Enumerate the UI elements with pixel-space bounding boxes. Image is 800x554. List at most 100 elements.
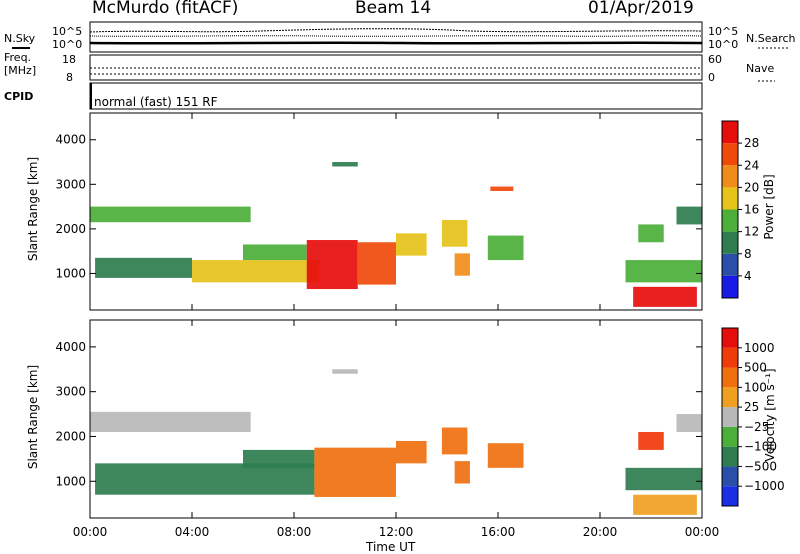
nsky-tick-low: 10^0 — [52, 38, 83, 51]
power-colorbar-tick-4: 20 — [744, 180, 759, 194]
power-region-12 — [625, 260, 702, 283]
power-ytick-label-0: 1000 — [55, 266, 86, 280]
velocity-colorbar — [721, 327, 739, 507]
velocity-colorbar-cell-1 — [722, 466, 738, 487]
freq-tick-low: 8 — [66, 71, 73, 84]
power-region-9 — [487, 235, 524, 261]
velocity-region-12 — [638, 431, 664, 450]
cpid-label: CPID — [4, 90, 34, 103]
power-ytick-label-2: 3000 — [55, 177, 86, 191]
velocity-colorbar-cell-8 — [722, 328, 738, 348]
date-title: 01/Apr/2019 — [588, 0, 694, 18]
power-region-4 — [306, 240, 358, 290]
nsearch-tick-low: 10^0 — [708, 38, 739, 51]
power-colorbar-cell-6 — [722, 143, 738, 166]
nave-label: Nave — [746, 62, 775, 75]
power-region-8 — [454, 253, 470, 276]
velocity-colorbar-tick-0: 1000 — [744, 341, 775, 355]
xtick-label-2: 08:00 — [277, 525, 312, 539]
freq-tick-high: 18 — [62, 53, 76, 66]
power-colorbar-cell-2 — [722, 231, 738, 254]
nave-tick-high: 60 — [708, 53, 722, 66]
velocity-region-6 — [454, 461, 470, 484]
power-colorbar-tick-5: 24 — [744, 158, 759, 172]
velocity-colorbar-cell-2 — [722, 446, 738, 467]
velocity-colorbar-tick-4: −25 — [744, 420, 769, 434]
velocity-colorbar-cell-0 — [722, 486, 738, 506]
beam-title: Beam 14 — [355, 0, 432, 18]
nsky-line — [89, 41, 703, 45]
xtick-label-5: 20:00 — [583, 525, 618, 539]
power-region-0 — [90, 206, 251, 223]
velocity-region-10 — [633, 494, 697, 515]
velocity-colorbar-cell-6 — [722, 367, 738, 388]
velocity-region-1 — [95, 463, 315, 495]
velocity-region-7 — [487, 443, 524, 468]
velocity-ytick-label-0: 1000 — [55, 474, 86, 488]
velocity-colorbar-tick-7: −1000 — [744, 479, 785, 493]
power-colorbar-cell-1 — [722, 253, 738, 276]
velocity-colorbar-cell-4 — [722, 407, 738, 427]
nsearch-tick-high: 10^5 — [708, 25, 739, 38]
power-colorbar-cell-3 — [722, 209, 738, 232]
power-colorbar-cell-0 — [722, 275, 738, 298]
velocity-ytick-label-1: 2000 — [55, 429, 86, 443]
velocity-ytick-label-3: 4000 — [55, 340, 86, 354]
nsearch-dotted-line — [89, 35, 703, 37]
power-colorbar-cell-5 — [722, 165, 738, 188]
xtick-label-0: 00:00 — [73, 525, 108, 539]
xtick-label-6: 00:00 — [685, 525, 720, 539]
velocity-ytick-label-2: 3000 — [55, 385, 86, 399]
station-title: McMurdo (fitACF) — [92, 0, 239, 18]
power-colorbar-tick-0: 4 — [744, 269, 752, 283]
power-region-1 — [95, 257, 192, 278]
power-region-2 — [192, 260, 320, 283]
xtick-label-4: 16:00 — [481, 525, 516, 539]
power-region-6 — [396, 233, 427, 256]
power-ytick-label-1: 2000 — [55, 222, 86, 236]
nsky-label: N.Sky — [4, 32, 36, 45]
power-colorbar-tick-6: 28 — [744, 136, 759, 150]
power-region-13 — [633, 286, 697, 307]
xtick-label-1: 04:00 — [175, 525, 210, 539]
velocity-colorbar-cell-7 — [722, 347, 738, 368]
power-region-7 — [441, 219, 468, 247]
power-region-11 — [490, 186, 514, 191]
power-colorbar-tick-2: 12 — [744, 225, 759, 239]
velocity-region-3 — [314, 447, 396, 497]
velocity-colorbar-tick-3: 25 — [744, 400, 759, 414]
nsearch-label: N.Search — [746, 32, 796, 45]
mhz-label: [MHz] — [4, 64, 37, 77]
velocity-colorbar-tick-2: 100 — [744, 380, 767, 394]
velocity-colorbar-tick-5: −100 — [744, 440, 777, 454]
velocity-region-9 — [625, 467, 702, 491]
nsky-tick-high: 10^5 — [52, 25, 83, 38]
noise-panel-frame — [89, 21, 703, 53]
velocity-colorbar-cell-3 — [722, 426, 738, 447]
velocity-region-8 — [332, 369, 358, 374]
power-region-15 — [638, 224, 664, 243]
power-colorbar-cell-4 — [722, 187, 738, 210]
velocity-region-11 — [676, 414, 702, 432]
xtick-label-3: 12:00 — [379, 525, 414, 539]
nave-tick-low: 0 — [708, 71, 715, 84]
nsearch-line — [89, 28, 703, 33]
power-region-5 — [357, 242, 396, 285]
velocity-region-5 — [441, 427, 468, 455]
cpid-text: normal (fast) 151 RF — [94, 95, 218, 109]
power-colorbar-tick-1: 8 — [744, 247, 752, 261]
power-ytick-label-3: 4000 — [55, 133, 86, 147]
power-colorbar-tick-3: 16 — [744, 203, 759, 217]
cpid-panel-frame — [89, 82, 703, 110]
power-region-10 — [332, 162, 358, 167]
velocity-colorbar-cell-5 — [722, 387, 738, 408]
velocity-region-2 — [243, 449, 315, 468]
power-colorbar-cell-7 — [722, 121, 738, 144]
freq-label: Freq. — [4, 51, 32, 64]
power-region-3 — [243, 244, 307, 261]
x-axis-title: Time UT — [366, 540, 416, 554]
power-region-14 — [676, 206, 702, 225]
velocity-region-0 — [90, 411, 251, 432]
velocity-colorbar-tick-6: −500 — [744, 459, 777, 473]
